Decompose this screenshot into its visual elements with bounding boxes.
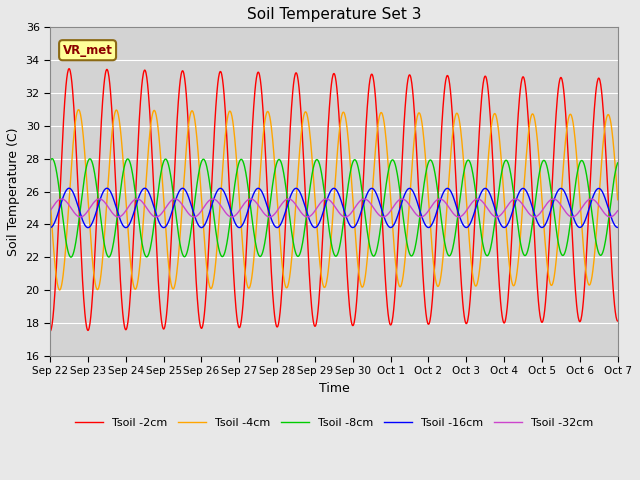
- Tsoil -16cm: [173, 194, 180, 200]
- Tsoil -4cm: [173, 267, 181, 273]
- Tsoil -32cm: [173, 197, 181, 203]
- Line: Tsoil -32cm: Tsoil -32cm: [50, 199, 618, 217]
- Tsoil -32cm: [423, 210, 431, 216]
- Tsoil -2cm: [65, 66, 73, 72]
- Tsoil -4cm: [614, 197, 621, 203]
- Line: Tsoil -2cm: Tsoil -2cm: [50, 69, 618, 331]
- Tsoil -2cm: [46, 328, 54, 334]
- Tsoil -8cm: [67, 254, 75, 260]
- Legend: Tsoil -2cm, Tsoil -4cm, Tsoil -8cm, Tsoil -16cm, Tsoil -32cm: Tsoil -2cm, Tsoil -4cm, Tsoil -8cm, Tsoi…: [70, 414, 597, 433]
- Tsoil -4cm: [547, 282, 555, 288]
- Tsoil -4cm: [237, 216, 244, 222]
- Tsoil -8cm: [46, 158, 54, 164]
- Tsoil -32cm: [46, 208, 54, 214]
- Tsoil -32cm: [77, 214, 84, 220]
- Tsoil -16cm: [497, 221, 504, 227]
- Tsoil -8cm: [48, 156, 56, 162]
- Tsoil -8cm: [423, 166, 431, 171]
- Tsoil -4cm: [56, 287, 63, 293]
- Tsoil -4cm: [423, 172, 431, 178]
- Tsoil -32cm: [237, 206, 244, 212]
- Tsoil -32cm: [58, 196, 65, 202]
- Tsoil -8cm: [497, 174, 505, 180]
- Line: Tsoil -4cm: Tsoil -4cm: [50, 109, 618, 290]
- Tsoil -32cm: [159, 208, 167, 214]
- Line: Tsoil -8cm: Tsoil -8cm: [50, 159, 618, 257]
- Tsoil -2cm: [236, 324, 244, 329]
- Tsoil -2cm: [173, 123, 180, 129]
- Tsoil -4cm: [497, 153, 505, 158]
- Tsoil -2cm: [497, 299, 504, 304]
- Text: VR_met: VR_met: [63, 44, 113, 57]
- Line: Tsoil -16cm: Tsoil -16cm: [50, 188, 618, 228]
- Tsoil -32cm: [547, 197, 555, 203]
- Tsoil -2cm: [614, 318, 621, 324]
- Tsoil -8cm: [173, 222, 181, 228]
- Tsoil -16cm: [547, 208, 554, 214]
- X-axis label: Time: Time: [319, 382, 349, 395]
- Tsoil -16cm: [65, 185, 73, 191]
- Tsoil -32cm: [614, 208, 621, 214]
- Tsoil -16cm: [46, 225, 54, 230]
- Tsoil -2cm: [159, 325, 167, 331]
- Tsoil -8cm: [237, 156, 244, 162]
- Tsoil -4cm: [159, 192, 167, 198]
- Title: Soil Temperature Set 3: Soil Temperature Set 3: [246, 7, 421, 22]
- Tsoil -32cm: [497, 212, 505, 217]
- Tsoil -16cm: [422, 224, 430, 229]
- Tsoil -2cm: [422, 314, 430, 320]
- Tsoil -4cm: [46, 197, 54, 203]
- Tsoil -16cm: [236, 225, 244, 230]
- Y-axis label: Soil Temperature (C): Soil Temperature (C): [7, 127, 20, 256]
- Tsoil -2cm: [547, 214, 554, 219]
- Tsoil -8cm: [547, 187, 555, 193]
- Tsoil -16cm: [614, 225, 621, 230]
- Tsoil -8cm: [159, 159, 167, 165]
- Tsoil -16cm: [159, 225, 167, 230]
- Tsoil -8cm: [614, 160, 621, 166]
- Tsoil -4cm: [75, 107, 83, 112]
